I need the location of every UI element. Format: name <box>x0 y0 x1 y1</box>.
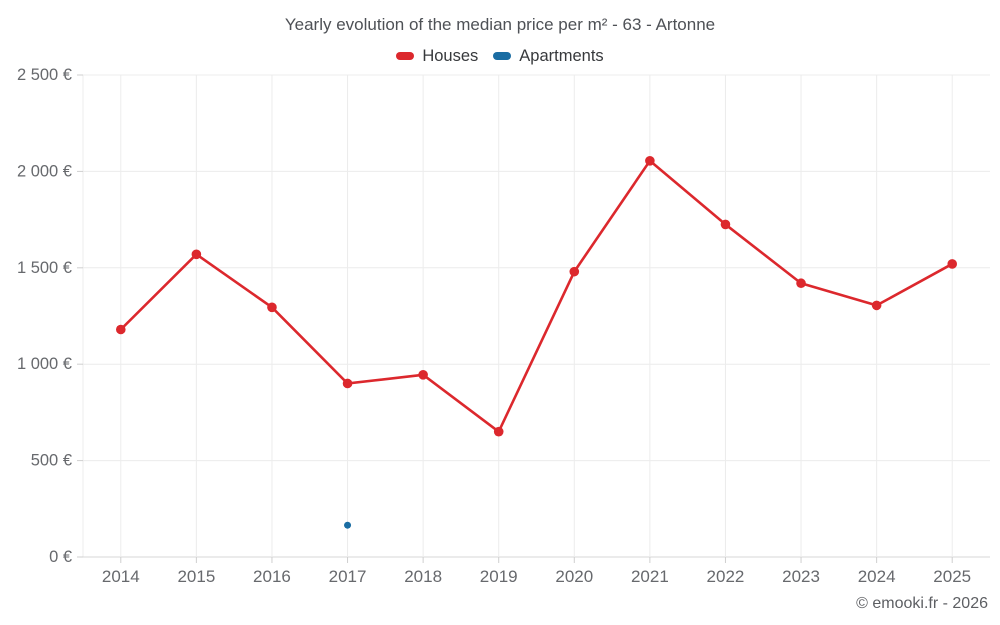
houses-point[interactable] <box>342 378 353 389</box>
apartments-point[interactable] <box>344 521 352 529</box>
legend-label-apartments: Apartments <box>519 46 604 65</box>
x-tick-label: 2016 <box>253 567 291 586</box>
legend-item-houses[interactable]: Houses <box>396 47 478 66</box>
houses-point[interactable] <box>645 155 655 166</box>
y-tick-label: 0 € <box>49 548 72 566</box>
houses-point[interactable] <box>191 249 202 260</box>
houses-point[interactable] <box>569 266 580 277</box>
legend-label-houses: Houses <box>422 46 479 65</box>
y-tick-label: 2 000 € <box>17 162 72 180</box>
houses-line <box>119 159 954 433</box>
houses-point[interactable] <box>267 302 277 313</box>
x-tick-label: 2015 <box>177 567 215 586</box>
houses-point[interactable] <box>947 259 958 269</box>
x-tick-label: 2023 <box>782 567 820 586</box>
apartments-swatch-icon <box>493 52 512 60</box>
y-tick-label: 2 500 € <box>17 66 72 84</box>
x-tick-label: 2019 <box>480 567 518 586</box>
footer-credit: © emooki.fr - 2026 <box>856 595 988 612</box>
houses-point[interactable] <box>796 278 806 289</box>
houses-point[interactable] <box>871 300 882 311</box>
x-tick-label: 2014 <box>102 567 140 586</box>
legend-item-apartments[interactable]: Apartments <box>493 46 604 66</box>
y-tick-label: 1 000 € <box>17 355 72 373</box>
x-tick-label: 2021 <box>631 567 669 586</box>
x-tick-label: 2018 <box>404 567 442 586</box>
y-tick-label: 1 500 € <box>17 259 72 277</box>
houses-point[interactable] <box>720 219 731 230</box>
x-tick-label: 2020 <box>555 567 593 586</box>
x-tick-label: 2025 <box>933 567 971 586</box>
houses-swatch-icon <box>396 52 415 60</box>
x-tick-label: 2017 <box>329 567 367 586</box>
y-tick-label: 500 € <box>31 452 72 470</box>
chart-title: Yearly evolution of the median price per… <box>284 15 716 34</box>
houses-point[interactable] <box>115 324 126 335</box>
legend: Houses Apartments <box>0 45 1000 67</box>
houses-point[interactable] <box>493 426 504 437</box>
houses-point[interactable] <box>418 370 428 380</box>
x-tick-label: 2022 <box>707 567 745 586</box>
x-tick-label: 2024 <box>858 567 896 586</box>
